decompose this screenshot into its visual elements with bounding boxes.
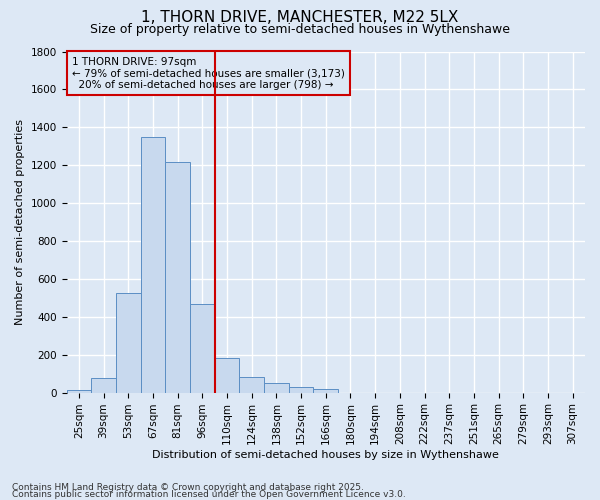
Bar bbox=[116, 293, 140, 392]
Text: Contains public sector information licensed under the Open Government Licence v3: Contains public sector information licen… bbox=[12, 490, 406, 499]
X-axis label: Distribution of semi-detached houses by size in Wythenshawe: Distribution of semi-detached houses by … bbox=[152, 450, 499, 460]
Bar bbox=[215, 358, 239, 392]
Bar bbox=[190, 304, 215, 392]
Bar bbox=[140, 137, 165, 392]
Text: 1, THORN DRIVE, MANCHESTER, M22 5LX: 1, THORN DRIVE, MANCHESTER, M22 5LX bbox=[142, 10, 458, 25]
Bar bbox=[264, 383, 289, 392]
Text: 1 THORN DRIVE: 97sqm
← 79% of semi-detached houses are smaller (3,173)
  20% of : 1 THORN DRIVE: 97sqm ← 79% of semi-detac… bbox=[72, 56, 344, 90]
Bar bbox=[239, 378, 264, 392]
Y-axis label: Number of semi-detached properties: Number of semi-detached properties bbox=[15, 119, 25, 325]
Text: Contains HM Land Registry data © Crown copyright and database right 2025.: Contains HM Land Registry data © Crown c… bbox=[12, 484, 364, 492]
Bar bbox=[313, 389, 338, 392]
Text: Size of property relative to semi-detached houses in Wythenshawe: Size of property relative to semi-detach… bbox=[90, 22, 510, 36]
Bar bbox=[289, 387, 313, 392]
Bar bbox=[165, 162, 190, 392]
Bar bbox=[91, 378, 116, 392]
Bar bbox=[67, 390, 91, 392]
